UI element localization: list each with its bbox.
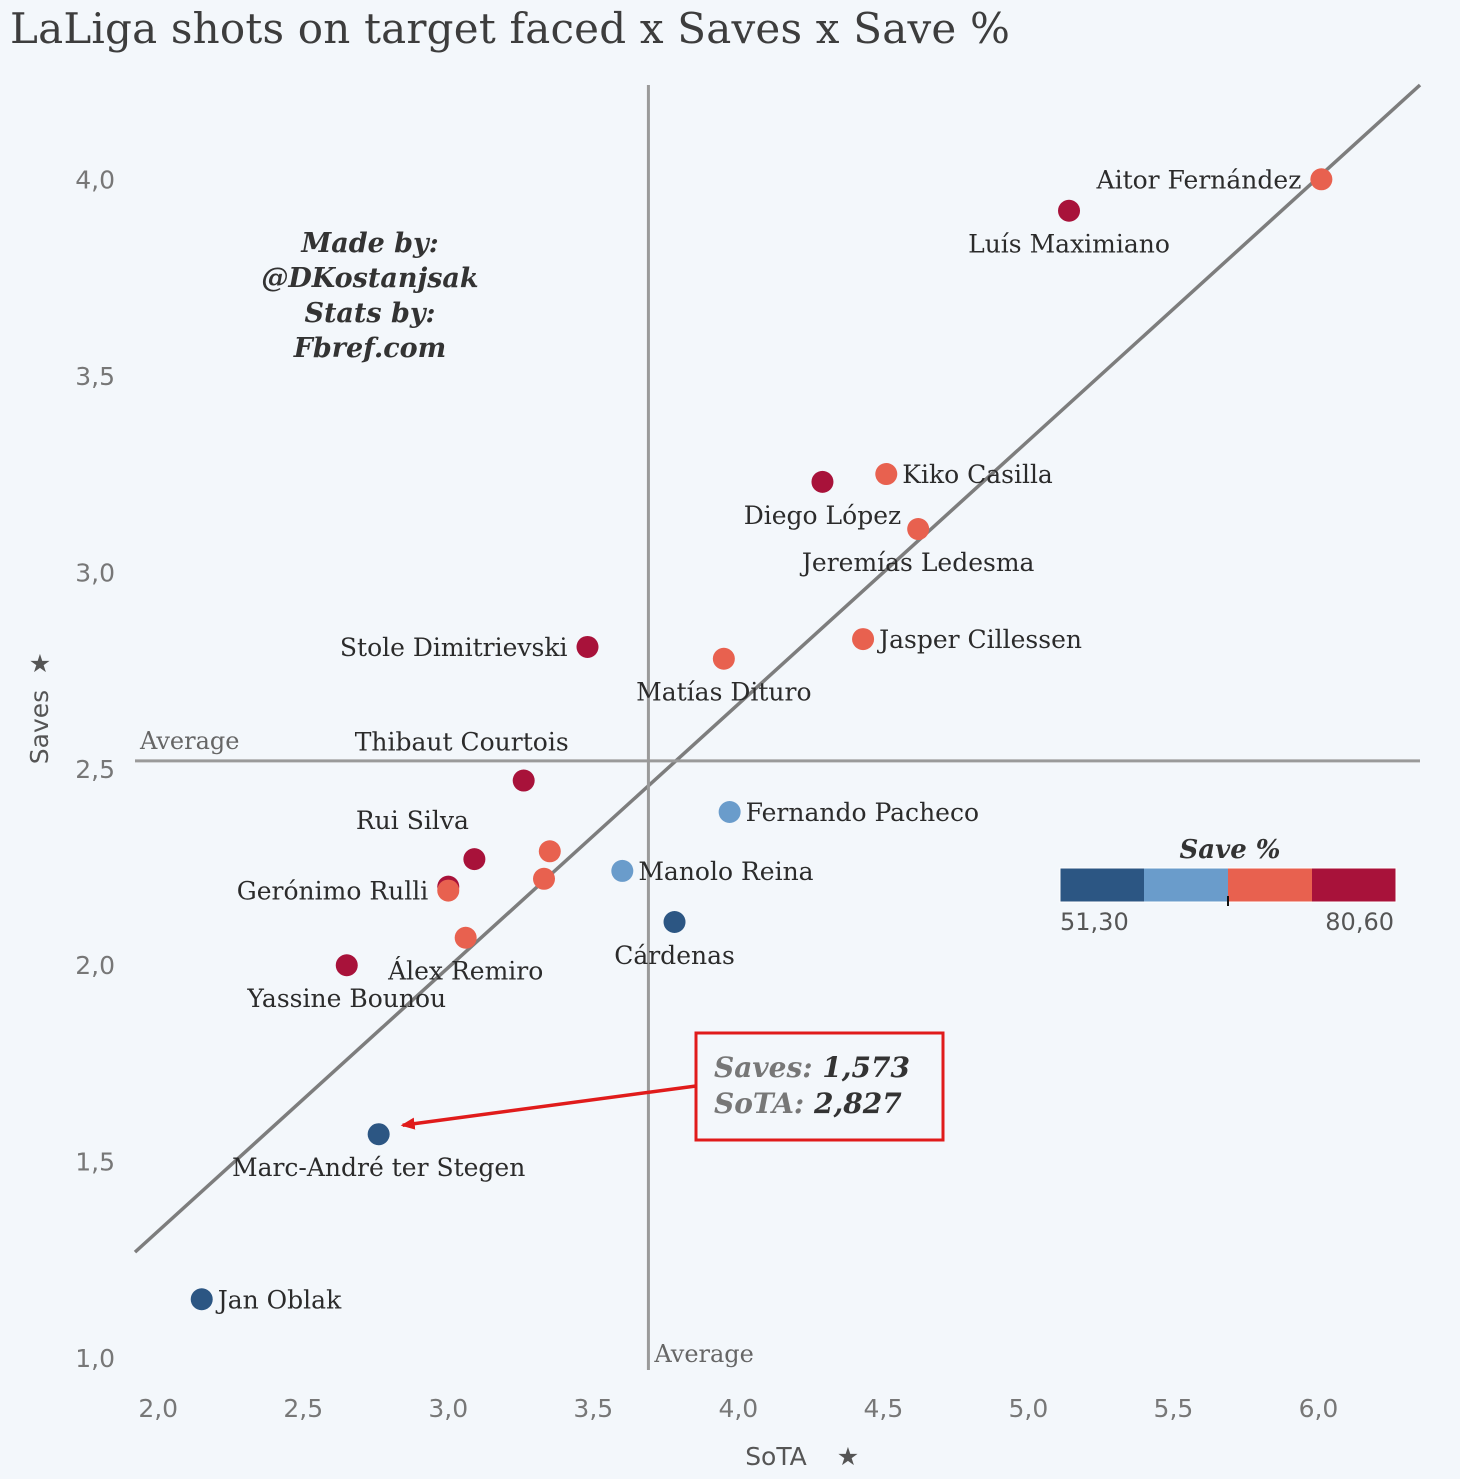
annotation-sota-key: SoTA: (714, 1087, 814, 1120)
data-point (576, 635, 599, 658)
data-point (512, 769, 535, 792)
annotation-saves: Saves: 1,573 (714, 1051, 910, 1084)
legend-title: Save % (1179, 835, 1280, 865)
credit-line: Fbref.com (293, 333, 447, 364)
legend-swatch (1060, 868, 1144, 902)
x-axis-title: SoTA (745, 1442, 807, 1471)
average-label-horizontal: Average (139, 727, 239, 755)
point-label: Kiko Casilla (902, 460, 1053, 489)
data-point (335, 954, 358, 977)
y-tick-label: 2,5 (75, 755, 115, 784)
legend-swatch (1228, 868, 1312, 902)
y-tick-label: 3,5 (75, 362, 115, 391)
y-tick-label: 1,0 (75, 1344, 115, 1373)
average-label-vertical: Average (653, 1340, 753, 1368)
point-label: Manolo Reina (638, 857, 813, 886)
data-point (437, 879, 460, 902)
point-label: Marc-André ter Stegen (232, 1153, 525, 1182)
point-label: Cárdenas (614, 941, 735, 970)
point-label: Yassine Bounou (246, 984, 446, 1013)
data-point (852, 628, 875, 651)
data-point (663, 911, 686, 934)
annotation-arrow (400, 1084, 697, 1130)
pin-icon: ★ (29, 649, 51, 678)
point-label: Jasper Cillessen (876, 625, 1082, 654)
trend-line (133, 83, 1422, 1254)
x-tick-label: 3,0 (428, 1394, 468, 1423)
credit-line: @DKostanjsak (261, 263, 478, 294)
data-point (712, 647, 735, 670)
data-point (1310, 168, 1333, 191)
data-point (532, 867, 555, 890)
point-label: Thibaut Courtois (355, 728, 569, 757)
point-label: Matías Dituro (636, 678, 811, 707)
point-label: Fernando Pacheco (746, 798, 979, 827)
data-point (907, 518, 930, 541)
point-label: Jeremías Ledesma (799, 548, 1035, 577)
legend-swatch (1312, 868, 1396, 902)
annotation-saves-key: Saves: (714, 1051, 822, 1084)
pin-icon: ★ (837, 1442, 859, 1471)
x-tick-label: 2,0 (138, 1394, 178, 1423)
annotation-sota: SoTA: 2,827 (714, 1087, 902, 1120)
credit-line: Made by: (300, 228, 438, 259)
data-point (718, 800, 741, 823)
legend-max-label: 80,60 (1325, 908, 1394, 936)
point-label: Luís Maximiano (968, 230, 1170, 259)
data-point (611, 859, 634, 882)
annotation-sota-value: 2,827 (813, 1087, 902, 1120)
data-point (190, 1288, 213, 1311)
data-point (454, 926, 477, 949)
x-tick-label: 4,5 (863, 1394, 903, 1423)
annotation-box (694, 1031, 945, 1142)
data-point (463, 848, 486, 871)
data-point (367, 1123, 390, 1146)
x-tick-label: 5,5 (1154, 1394, 1194, 1423)
annotation-saves-value: 1,573 (822, 1051, 910, 1084)
data-point (1058, 199, 1081, 222)
y-tick-label: 2,0 (75, 951, 115, 980)
x-tick-label: 6,0 (1299, 1394, 1339, 1423)
x-tick-label: 2,5 (283, 1394, 323, 1423)
point-label: Stole Dimitrievski (340, 633, 568, 662)
x-tick-label: 5,0 (1009, 1394, 1049, 1423)
chart-title: LaLiga shots on target faced x Saves x S… (10, 4, 1011, 53)
legend-min-label: 51,30 (1060, 908, 1129, 936)
y-tick-label: 3,0 (75, 558, 115, 587)
credit-line: Stats by: (304, 298, 435, 329)
data-point (538, 840, 561, 863)
point-label: Diego López (744, 501, 901, 530)
point-label: Jan Oblak (215, 1285, 342, 1314)
x-tick-label: 4,0 (718, 1394, 758, 1423)
point-label: Aitor Fernández (1096, 165, 1302, 194)
point-label: Rui Silva (356, 806, 469, 835)
y-tick-label: 1,5 (75, 1148, 115, 1177)
legend-swatch (1144, 868, 1228, 902)
y-tick-label: 4,0 (75, 165, 115, 194)
point-label: Álex Remiro (387, 957, 543, 986)
x-tick-label: 3,5 (573, 1394, 613, 1423)
point-label: Gerónimo Rulli (237, 877, 428, 906)
y-axis-title: Saves (25, 690, 54, 764)
data-point (811, 470, 834, 493)
data-point (875, 463, 898, 486)
